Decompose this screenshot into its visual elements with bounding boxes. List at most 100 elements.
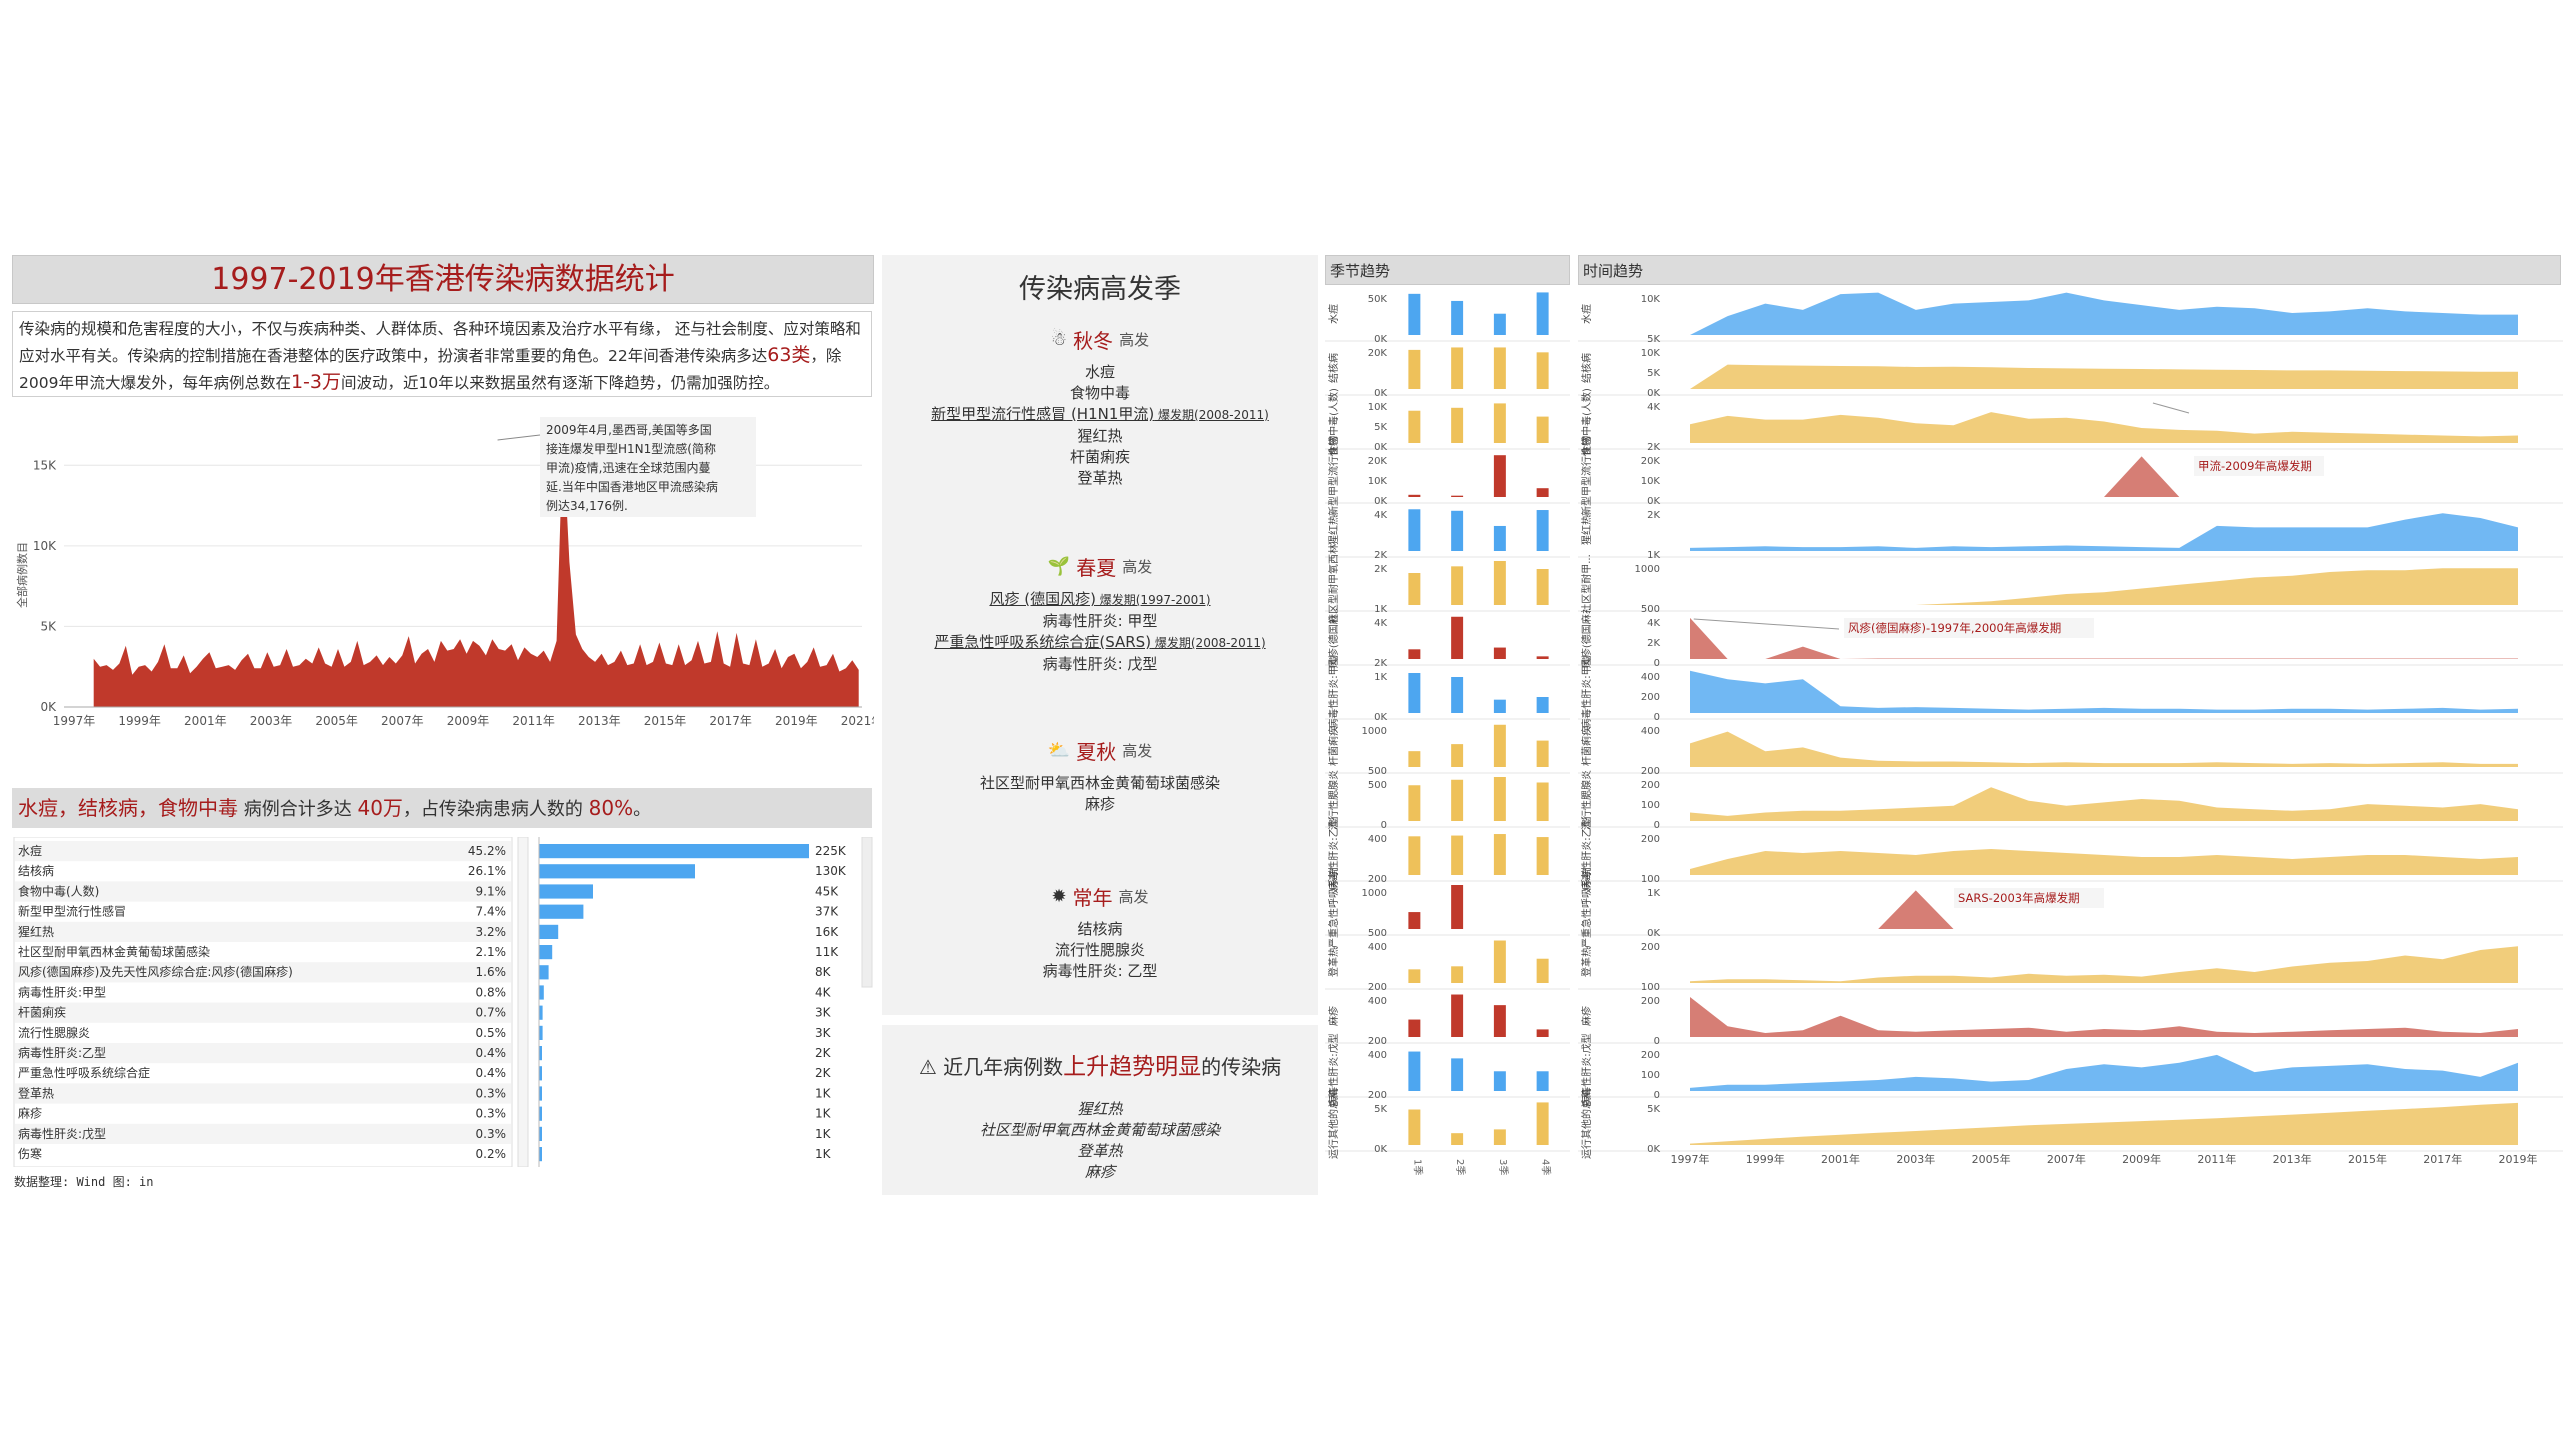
season-tick-label: 500	[1368, 780, 1387, 791]
season-series-label: 结核病	[1327, 353, 1340, 383]
ranking-bar	[539, 985, 544, 1000]
season-name: 秋冬	[1073, 328, 1114, 353]
time-tick-label: 0	[1654, 1090, 1660, 1101]
season-bar	[1536, 837, 1549, 875]
season-series-label: 登革热	[1327, 947, 1340, 977]
ranking-value-label: 16K	[815, 925, 839, 939]
time-tick-label: 5K	[1647, 334, 1660, 345]
annotation-leader-line	[497, 434, 541, 441]
time-area	[1690, 1054, 2518, 1091]
season-disease-name: 病毒性肝炎: 乙型	[1042, 962, 1158, 980]
ranking-bar	[539, 1005, 543, 1020]
time-series-label: 病毒性肝炎:戊型	[1580, 1033, 1593, 1106]
time-tick-label: 0K	[1647, 1144, 1660, 1155]
season-disease-list: 结核病流行性腮腺炎 病毒性肝炎: 乙型	[882, 919, 1318, 982]
season-disease-name: 结核病	[1077, 920, 1123, 938]
season-disease-item: 猩红热	[882, 426, 1318, 447]
time-area	[1690, 890, 2518, 929]
time-series-label: 风疹(德国麻..	[1580, 608, 1593, 668]
season-bar	[1408, 836, 1421, 875]
ranking-value-label: 4K	[815, 985, 832, 999]
main-y-axis-label: 全部病例数目	[15, 542, 29, 608]
main-x-tick-label: 2001年	[184, 714, 227, 728]
top-summary-percent: 80%	[588, 796, 634, 820]
season-series-label: 运行其他的总和	[1327, 1089, 1340, 1159]
time-annotation-text: 风疹(德国麻疹)-1997年,2000年高爆发期	[1848, 621, 2061, 635]
warning-icon: ⚠	[918, 1055, 937, 1079]
main-x-tick-label: 1999年	[118, 714, 161, 728]
time-tick-label: 1000	[1635, 564, 1660, 575]
main-y-tick-label: 10K	[33, 539, 57, 553]
ranking-disease-name: 食物中毒(人数)	[18, 883, 99, 898]
total-cases-area-chart[interactable]: 0K 5K 10K 15K 全部病例数目 1997年 1999年 2001年 2003年 2005…	[12, 405, 874, 1029]
season-bar	[1493, 561, 1506, 605]
ranking-bar	[539, 965, 549, 980]
ranking-percent: 26.1%	[468, 864, 506, 878]
season-bar	[1408, 410, 1421, 443]
main-y-tick-label: 5K	[40, 619, 57, 633]
ranking-bar	[539, 904, 584, 919]
season-bar	[1536, 1102, 1549, 1145]
top-diseases-summary: 水痘，结核病，食物中毒 病例合计多达 40万，占传染病患病人数的 80%。	[12, 788, 872, 828]
season-tick-label: 2K	[1374, 658, 1387, 669]
time-tick-label: 0	[1654, 658, 1660, 669]
page-title: 1997-2019年香港传染病数据统计	[12, 255, 874, 304]
ranking-bar	[539, 1106, 542, 1121]
season-bar	[1536, 569, 1549, 605]
time-tick-label: 400	[1641, 672, 1660, 683]
season-bar	[1451, 566, 1464, 605]
time-series-label: 流行性腮腺炎	[1580, 770, 1593, 830]
season-bar	[1536, 656, 1549, 659]
season-bar	[1493, 455, 1506, 497]
time-series-label: 社区型耐甲...	[1580, 554, 1593, 614]
season-disease-item: 病毒性肝炎: 戊型	[882, 654, 1318, 675]
time-area	[1690, 946, 2518, 983]
season-disease-item: 病毒性肝炎: 甲型	[882, 611, 1318, 632]
season-disease-list: 风疹 (德国风疹) 爆发期(1997-2001) 病毒性肝炎: 甲型 严重急性呼吸系…	[882, 589, 1318, 675]
time-series-label: 水痘	[1580, 304, 1593, 324]
season-bar	[1408, 1051, 1421, 1091]
main-x-tick-label: 2015年	[644, 714, 687, 728]
ranking-value-label: 130K	[815, 864, 847, 878]
top-summary-text-1: 病例合计多达	[243, 799, 352, 820]
season-bar	[1536, 958, 1549, 983]
rising-trend-panel: ⚠ 近几年病例数上升趋势明显的传染病 猩红热 社区型耐甲氧西林金黄葡萄球菌感染 登革…	[882, 1025, 1318, 1195]
time-area	[1690, 1102, 2518, 1145]
season-disease-item: 杆菌痢疾	[882, 447, 1318, 468]
season-disease-name: 麻疹	[1084, 795, 1115, 813]
ranking-percent: 2.1%	[476, 945, 507, 959]
main-x-tick-label: 2003年	[250, 714, 293, 728]
ranking-bar	[539, 884, 593, 899]
season-disease-item: 登革热	[882, 468, 1318, 489]
time-tick-label: 4K	[1647, 618, 1660, 629]
season-disease-item: 流行性腮腺炎	[882, 940, 1318, 961]
season-series-label: 麻疹	[1327, 1006, 1340, 1026]
season-outbreak-note: 爆发期(2008-2011)	[1151, 636, 1266, 650]
season-trend-small-multiples[interactable]: 水痘 50K 0K 结核病 20K 0K 食物中毒(人数) 10K 5K 0K 新型甲型流行性感 20…	[1325, 285, 1570, 1195]
time-area	[1690, 997, 2518, 1037]
season-series-label: 风疹(德国麻..	[1327, 608, 1340, 668]
season-series-label: 病毒性肝炎:甲型	[1327, 655, 1340, 728]
time-tick-label: 100	[1641, 874, 1660, 885]
ranking-value-label: 3K	[815, 1026, 832, 1040]
season-bar	[1493, 834, 1506, 875]
rising-heading-text-1: 近几年病例数	[943, 1055, 1064, 1079]
ranking-disease-name: 病毒性肝炎:甲型	[18, 984, 106, 999]
ranking-scrollbar	[517, 837, 529, 1167]
time-trend-small-multiples[interactable]: 水痘 10K 5K 结核病 10K 5K 0K 食物中毒(人数) 4K 2K 新型甲型流行性感 20K…	[1578, 285, 2563, 1195]
season-disease-name: 病毒性肝炎: 戊型	[1042, 655, 1158, 673]
season-bar	[1536, 416, 1549, 443]
season-tick-label: 0K	[1374, 496, 1387, 507]
season-category-label: 3季	[1497, 1159, 1509, 1175]
rising-disease-item: 登革热	[1077, 1142, 1123, 1160]
top-summary-text-2: ，占传染病患病人数的	[402, 799, 583, 820]
season-tick-label: 4K	[1374, 510, 1387, 521]
time-x-tick-label: 2009年	[2122, 1152, 2161, 1166]
disease-ranking-chart[interactable]: 水痘 45.2% 225K 结核病 26.1% 130K 食物中毒(人数) 9.1% 45K 新型…	[12, 837, 874, 1167]
season-bar	[1536, 782, 1549, 821]
season-bar	[1451, 1133, 1464, 1145]
time-tick-label: 200	[1641, 692, 1660, 703]
time-series-label: 结核病	[1580, 353, 1593, 383]
time-x-tick-label: 2017年	[2423, 1152, 2462, 1166]
season-bar	[1451, 744, 1464, 767]
